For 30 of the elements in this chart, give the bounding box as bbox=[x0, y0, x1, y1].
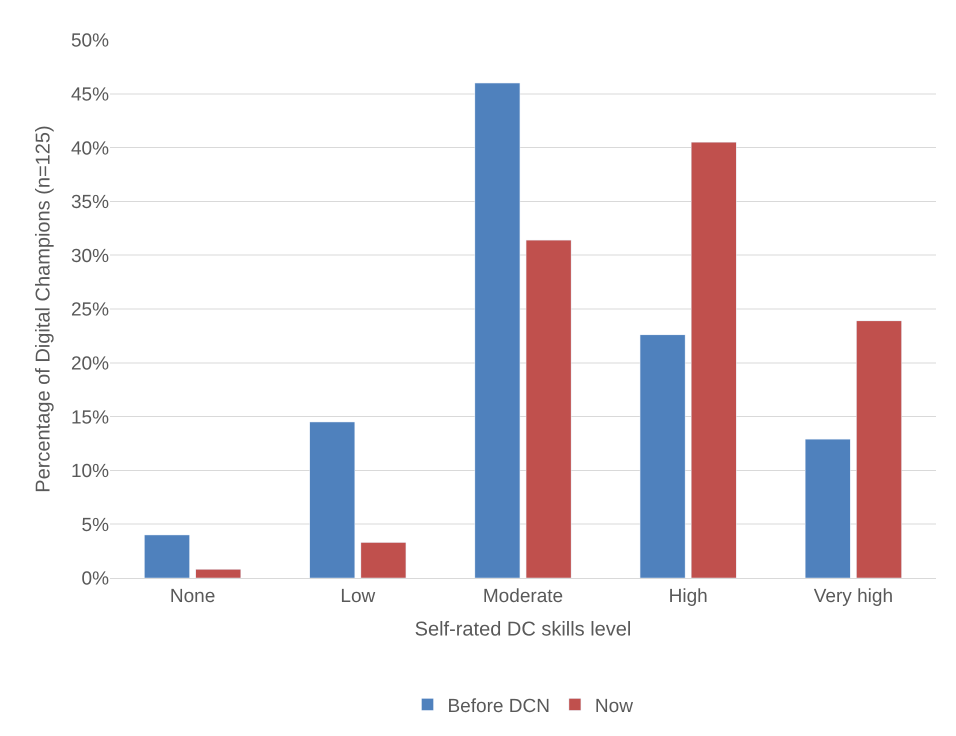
bar bbox=[805, 438, 851, 578]
y-tick-label: 30% bbox=[70, 246, 110, 267]
x-tick-label: Low bbox=[340, 586, 376, 607]
x-axis-title: Self-rated DC skills level bbox=[414, 618, 632, 640]
x-tick-label: Moderate bbox=[482, 586, 564, 607]
y-tick-label: 50% bbox=[70, 30, 110, 52]
x-tick-label: High bbox=[668, 586, 708, 607]
y-axis-title: Percentage of Digital Champions (n=125) bbox=[32, 125, 54, 493]
bar bbox=[691, 142, 737, 578]
y-tick-label: 35% bbox=[70, 192, 110, 214]
bar bbox=[640, 334, 686, 578]
legend-label: Now bbox=[594, 696, 634, 717]
bar bbox=[195, 569, 241, 578]
bar bbox=[526, 240, 572, 578]
y-tick-label: 0% bbox=[82, 568, 110, 590]
bar bbox=[474, 82, 520, 578]
y-tick-label: 15% bbox=[70, 407, 110, 428]
bar bbox=[144, 534, 190, 578]
x-tick-label: Very high bbox=[814, 586, 894, 607]
y-tick-label: 20% bbox=[70, 353, 110, 374]
legend-label: Before DCN bbox=[448, 696, 550, 717]
bar bbox=[360, 542, 406, 578]
bar bbox=[309, 422, 355, 578]
x-tick-label: None bbox=[170, 586, 216, 607]
y-tick-label: 5% bbox=[82, 514, 110, 536]
y-tick-label: 40% bbox=[70, 138, 110, 160]
y-tick-label: 45% bbox=[70, 84, 110, 106]
y-tick-label: 10% bbox=[70, 461, 110, 482]
bar bbox=[856, 320, 902, 578]
y-tick-label: 25% bbox=[70, 300, 110, 321]
